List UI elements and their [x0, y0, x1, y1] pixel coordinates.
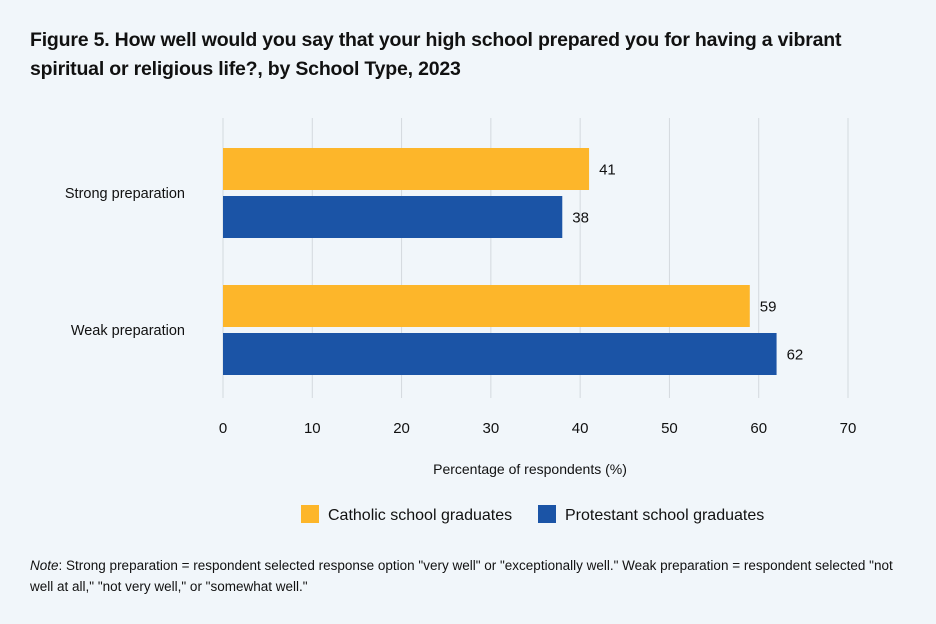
category-label: Weak preparation [71, 323, 185, 339]
data-labels: 41 38 59 62 [572, 162, 803, 364]
legend-swatch [301, 505, 319, 523]
x-tick-label: 70 [840, 420, 857, 437]
x-tick-label: 30 [483, 420, 500, 437]
x-tick-label: 0 [219, 420, 227, 437]
legend: Catholic school graduates Protestant scho… [301, 505, 764, 524]
bar [223, 148, 590, 190]
legend-label: Protestant school graduates [565, 507, 764, 524]
bars [223, 148, 777, 375]
note-label: Note [30, 558, 59, 573]
data-label: 38 [572, 210, 589, 227]
bar [223, 285, 750, 327]
x-tick-label: 10 [304, 420, 321, 437]
legend-label: Catholic school graduates [328, 507, 512, 524]
x-tick-label: 50 [661, 420, 678, 437]
x-axis-label: Percentage of respondents (%) [433, 461, 627, 477]
legend-swatch [538, 505, 556, 523]
x-tick-labels: 0 10 20 30 40 50 60 70 [219, 420, 857, 437]
x-tick-label: 20 [393, 420, 410, 437]
category-labels: Strong preparation Weak preparation [65, 186, 185, 339]
chart-title: Figure 5. How well would you say that yo… [30, 29, 842, 80]
data-label: 59 [760, 299, 777, 316]
bar [223, 196, 563, 238]
bar-chart: 41 38 59 62 Strong preparation Weak preparat… [65, 118, 857, 524]
note-text: : Strong preparation = respondent select… [30, 558, 893, 594]
category-label: Strong preparation [65, 186, 185, 202]
data-label: 62 [787, 347, 804, 364]
x-tick-label: 40 [572, 420, 589, 437]
bar [223, 333, 777, 375]
data-label: 41 [599, 162, 616, 179]
x-tick-label: 60 [750, 420, 767, 437]
chart-note: Note: Strong preparation = respondent se… [30, 555, 910, 597]
